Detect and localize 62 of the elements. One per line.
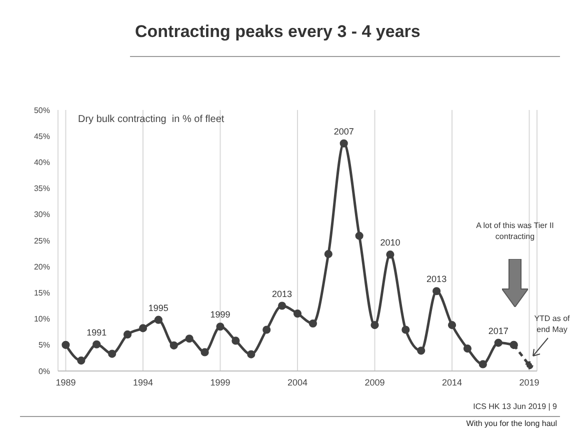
point [123, 330, 132, 339]
x-tick-label: 2019 [519, 377, 540, 388]
point [417, 346, 426, 355]
x-tick-label: 1994 [132, 377, 153, 388]
point [170, 341, 178, 350]
point [200, 348, 209, 356]
annotation: 2017 [488, 326, 508, 336]
point [77, 356, 86, 365]
point [247, 350, 256, 358]
y-tick-label: 30% [34, 210, 50, 220]
point [448, 321, 456, 330]
y-tick-label: 5% [38, 340, 50, 350]
point [232, 336, 240, 345]
y-tick-label: 20% [34, 262, 50, 272]
point [262, 326, 271, 334]
y-tick-label: 50% [34, 106, 50, 115]
point [432, 287, 441, 296]
annotation: 2007 [334, 126, 354, 136]
point [370, 321, 379, 330]
point [62, 340, 70, 349]
chart-title: Contracting peaks every 3 - 4 years [135, 22, 420, 42]
annotation: 2010 [380, 238, 400, 248]
point [463, 344, 472, 353]
x-tick-label: 1999 [210, 377, 230, 388]
x-tick-label: 2004 [287, 377, 308, 388]
point [185, 334, 194, 343]
point [154, 316, 162, 324]
x-tick-label: 2014 [442, 377, 462, 388]
point [108, 350, 116, 358]
y-tick-label: 10% [34, 314, 50, 324]
annotation: 1999 [210, 310, 230, 320]
point [92, 340, 101, 348]
y-tick-label: 35% [34, 184, 50, 194]
text: With you for the long haul [466, 419, 557, 428]
point [478, 360, 487, 368]
y-tick-label: 0% [38, 366, 50, 376]
point [216, 322, 224, 331]
annotation: 2013 [272, 288, 292, 299]
annotation: 1995 [148, 302, 168, 313]
y-tick-label: 25% [34, 236, 50, 246]
point [293, 310, 302, 318]
text: ICS HK 13 Jun 2019 | 9 [473, 402, 557, 411]
y-tick-label: 45% [34, 132, 50, 141]
point [324, 250, 332, 258]
point [308, 319, 317, 328]
x-tick-label: 2009 [364, 377, 385, 388]
annotation: A lot of this was Tier II contracting [475, 220, 555, 242]
point [386, 250, 394, 259]
point [355, 232, 364, 240]
point [340, 139, 348, 148]
annotation: YTD as of end May [533, 313, 571, 335]
point [138, 324, 148, 332]
point [402, 326, 410, 334]
annotation: Dry bulk contracting in % of fleet [78, 114, 224, 125]
annotation: 1991 [86, 327, 107, 338]
point [525, 361, 534, 370]
point [278, 302, 286, 310]
y-tick-label: 40% [34, 158, 50, 168]
x-tick-label: 1989 [56, 377, 76, 388]
annotation: 2013 [426, 274, 447, 284]
point [494, 338, 502, 347]
y-tick-label: 15% [34, 288, 50, 298]
